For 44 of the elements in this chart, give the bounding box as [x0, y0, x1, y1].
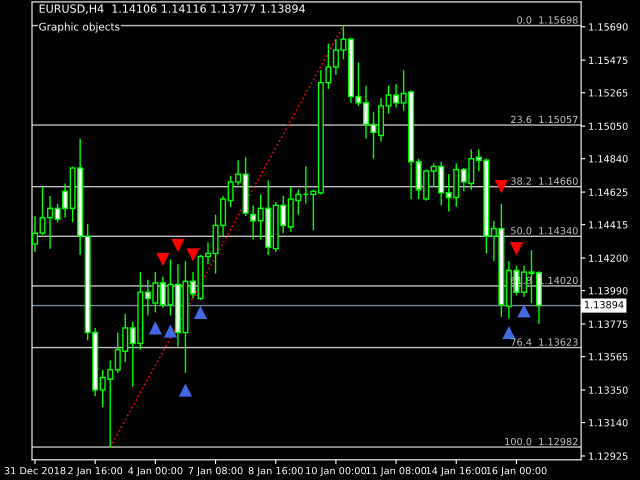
x-tick-label: 16 Jan 00:00 [486, 466, 547, 476]
ref-line-label: 0.0 1.15698 [517, 16, 578, 24]
y-tick-label: 1.13350 [589, 386, 628, 394]
point [494, 180, 508, 194]
y-tick-label: 1.15050 [589, 122, 628, 130]
x-tick-label: 2 Jan 16:00 [68, 466, 122, 476]
point [517, 304, 531, 318]
ref-line-label: 100.0 1.12982 [505, 438, 578, 446]
x-tick-label: 7 Jan 08:00 [188, 466, 243, 476]
point [156, 253, 170, 266]
ref-line-label: 23.6 1.15057 [511, 116, 578, 124]
ref-line-label: 38.2 1.14660 [511, 177, 578, 185]
y-tick-label: 1.12925 [589, 452, 628, 460]
y-tick-label: 1.13565 [589, 353, 628, 360]
ref-line-label: 50.0 1.14340 [511, 227, 578, 234]
y-tick-label: 1.14840 [589, 155, 628, 163]
ref-line-label: 76.4 1.13623 [511, 338, 578, 346]
candlestick [302, 166, 309, 204]
point [178, 383, 192, 397]
x-tick-label: 14 Jan 16:00 [426, 466, 486, 476]
point [502, 326, 516, 340]
annotation: Graphic objects [39, 22, 120, 33]
x-tick-label: 8 Jan 16:00 [248, 466, 303, 476]
y-tick-label: 1.15265 [589, 89, 628, 97]
y-tick-label: 1.15475 [589, 56, 628, 64]
y-tick-label: 1.13775 [589, 320, 628, 328]
point [148, 321, 162, 334]
y-tick-label: 1.15690 [589, 23, 628, 31]
x-tick-label: 31 Dec 2018 [4, 466, 66, 474]
chart-title: EURUSD,H4 1.14106 1.14116 1.13777 1.13894 [40, 4, 305, 14]
point [186, 248, 200, 262]
x-tick-label: 10 Jan 00:00 [306, 466, 366, 476]
y-tick-label: 1.13990 [589, 287, 628, 294]
x-tick-label: 4 Jan 00:00 [128, 466, 182, 476]
y-tick-label: 1.14415 [589, 221, 628, 229]
point [164, 324, 177, 338]
x-tick-label: 11 Jan 08:00 [366, 466, 426, 476]
point [510, 242, 524, 256]
y-tick-label: 1.13140 [589, 419, 628, 426]
y-tick-label: 1.14625 [589, 188, 628, 196]
ref-line-label: 1.13894 [584, 301, 624, 308]
point [171, 239, 185, 252]
y-tick-label: 1.14200 [589, 254, 628, 262]
point [194, 306, 208, 319]
